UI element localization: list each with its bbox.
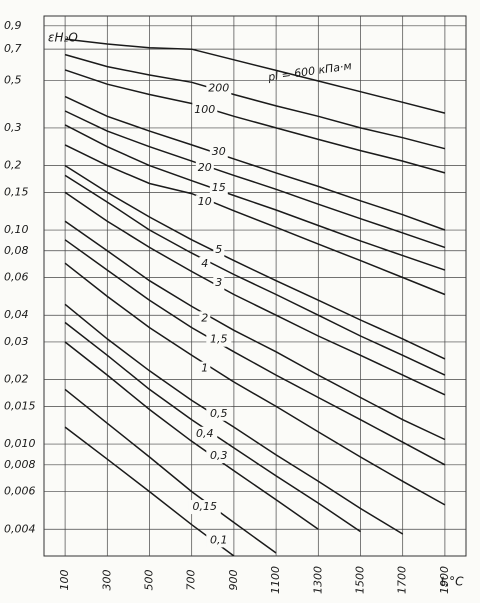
series-label: 0,15: [193, 500, 218, 513]
x-tick-label: 1900: [438, 566, 451, 594]
curve: [64, 174, 446, 376]
curve: [64, 426, 235, 556]
y-tick-label: 0,7: [4, 42, 22, 55]
y-tick-label: 0,08: [4, 244, 29, 257]
y-tick-label: 0,02: [4, 373, 29, 386]
series-label: 30: [212, 145, 226, 158]
series-label: 100: [194, 103, 215, 116]
y-tick-label: 0,3: [4, 121, 22, 134]
label-bg: [195, 161, 214, 176]
curve: [64, 220, 446, 441]
y-tick-label: 0,015: [4, 399, 36, 412]
curve: [64, 164, 446, 360]
y-tick-label: 0,10: [4, 223, 29, 236]
series-label: 10: [198, 195, 212, 208]
curve: [64, 303, 404, 535]
series-label: 0,5: [210, 407, 228, 420]
series-label: 15: [212, 181, 226, 194]
x-tick-label: 900: [227, 570, 240, 591]
curve: [64, 144, 446, 296]
x-tick-label: 1100: [269, 566, 282, 594]
series-label: 5: [215, 243, 222, 256]
label-bg: [188, 500, 221, 515]
series-label: 0,4: [196, 427, 214, 440]
label-bg: [213, 276, 225, 291]
y-tick-label: 0,5: [4, 73, 22, 86]
y-tick-label: 0,006: [4, 485, 36, 498]
label-bg: [209, 181, 228, 196]
label-bg: [206, 332, 232, 347]
y-tick-label: 0,008: [4, 458, 36, 471]
curve: [64, 191, 446, 396]
x-tick-label: 300: [100, 570, 113, 591]
label-bg: [199, 361, 211, 376]
x-tick-label: 1500: [354, 566, 367, 594]
x-tick-label: 500: [143, 570, 156, 591]
curve: [64, 124, 446, 271]
x-axis-title: t,°C: [441, 575, 465, 589]
x-tick-label: 100: [58, 570, 71, 591]
label-bg: [213, 243, 225, 258]
series-label: 2: [201, 311, 208, 324]
curve: [64, 95, 446, 231]
curve: [64, 69, 446, 174]
series-label: 4: [201, 257, 208, 270]
series-label: 0,1: [210, 533, 228, 546]
curve: [64, 262, 446, 506]
label-bg: [209, 144, 228, 159]
series-label: 20: [198, 161, 212, 174]
y-tick-label: 0,010: [4, 437, 36, 450]
y-tick-label: 0,06: [4, 271, 29, 284]
label-bg: [192, 426, 218, 441]
y-tick-label: 0,004: [4, 522, 36, 535]
y-tick-label: 0,2: [4, 159, 22, 172]
label-bg: [199, 256, 211, 271]
label-bg: [195, 195, 214, 210]
curve: [64, 341, 319, 530]
series-label: 200: [208, 81, 229, 94]
y-tick-label: 0,15: [4, 185, 29, 198]
plot-frame: [43, 15, 467, 557]
series-label: 0,3: [210, 449, 228, 462]
curve: [64, 110, 446, 249]
curve: [64, 388, 277, 554]
series-label: 3: [215, 276, 222, 289]
label-bg: [206, 406, 232, 421]
x-tick-label: 700: [185, 570, 198, 591]
label-bg: [206, 533, 232, 548]
y-tick-label: 0,04: [4, 308, 29, 321]
y-tick-label: 0,03: [4, 335, 29, 348]
series-label: 1: [201, 362, 208, 375]
curve: [64, 53, 446, 150]
curve: [64, 239, 446, 466]
y-tick-label: 0,9: [4, 19, 22, 32]
x-tick-label: 1700: [396, 566, 409, 594]
label-bg: [192, 102, 218, 117]
series-label: 1,5: [210, 333, 228, 346]
label-bg: [206, 81, 232, 96]
label-bg: [199, 311, 211, 326]
label-bg: [206, 449, 232, 464]
curve: [65, 38, 446, 114]
y-axis-title: εH₂O: [48, 31, 78, 45]
x-tick-label: 1300: [311, 566, 324, 594]
